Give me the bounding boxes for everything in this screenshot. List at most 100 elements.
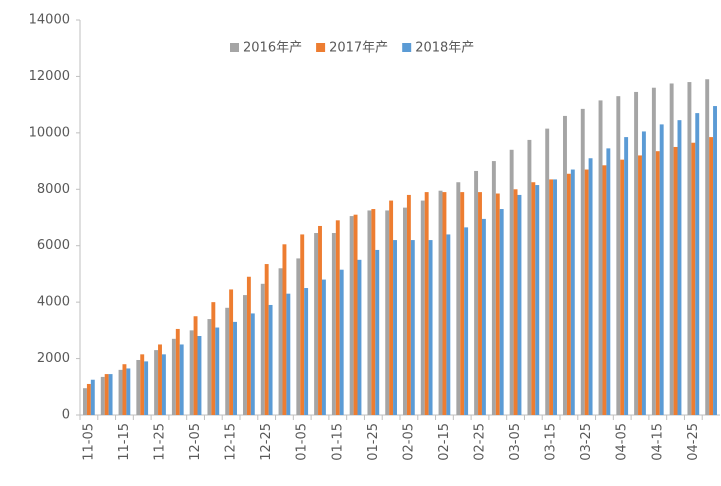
- bar: [375, 249, 380, 415]
- x-tick-label: 04-15: [650, 423, 665, 461]
- bar: [570, 169, 575, 415]
- x-tick-label: 03-25: [579, 423, 594, 461]
- bar: [464, 227, 469, 415]
- bar: [474, 170, 479, 415]
- bar: [108, 374, 113, 415]
- bar: [389, 200, 394, 415]
- x-tick-label: 11-25: [153, 423, 168, 461]
- bar: [260, 283, 265, 415]
- bar: [424, 192, 429, 415]
- bar: [296, 258, 301, 415]
- bar: [175, 328, 180, 415]
- x-tick-label: 02-05: [401, 423, 416, 461]
- bar: [264, 264, 269, 415]
- bar: [638, 155, 642, 415]
- bar: [353, 214, 358, 415]
- bar: [122, 364, 127, 415]
- bar: [616, 96, 621, 415]
- y-tick-label: 12000: [29, 69, 70, 84]
- bar: [300, 234, 305, 415]
- bar: [509, 149, 514, 416]
- x-tick-label: 01-15: [330, 423, 345, 461]
- bar: [641, 131, 646, 416]
- bar: [189, 330, 194, 415]
- y-tick-label: 4000: [37, 295, 70, 310]
- bar: [491, 161, 496, 415]
- bar: [100, 376, 105, 415]
- bar: [83, 388, 87, 415]
- x-tick-label: 04-25: [686, 423, 701, 461]
- bar: [321, 279, 326, 415]
- bar: [673, 146, 678, 415]
- bar: [545, 128, 550, 415]
- bar: [318, 225, 322, 415]
- bar: [229, 289, 234, 415]
- bar: [606, 148, 611, 415]
- bar: [553, 179, 557, 415]
- bar: [442, 192, 447, 415]
- bar: [456, 182, 461, 415]
- bar: [118, 369, 123, 415]
- bar: [282, 244, 287, 415]
- bar: [371, 209, 376, 415]
- bar: [691, 142, 696, 415]
- x-tick-label: 12-05: [188, 423, 203, 461]
- bar: [620, 159, 625, 415]
- legend-label: 2017年产: [329, 41, 388, 56]
- x-tick-label: 01-05: [295, 423, 310, 461]
- bar: [651, 87, 656, 415]
- bar: [243, 295, 247, 415]
- bar: [705, 79, 710, 415]
- bar: [655, 151, 660, 416]
- bar: [598, 100, 603, 416]
- bar: [367, 210, 372, 415]
- bar: [250, 313, 255, 415]
- bar: [207, 319, 212, 415]
- bar: [140, 354, 145, 415]
- bar: [161, 354, 166, 415]
- bar: [584, 169, 589, 415]
- x-tick-label: 01-25: [366, 423, 381, 461]
- bar: [513, 189, 518, 415]
- bar: [268, 304, 273, 415]
- bar: [304, 288, 309, 415]
- bar: [499, 209, 504, 415]
- bar: [126, 368, 131, 415]
- legend-label: 2016年产: [243, 41, 302, 56]
- bar: [104, 374, 109, 415]
- bar: [225, 307, 230, 415]
- bar: [406, 194, 411, 415]
- bar: [531, 182, 536, 415]
- bar: [563, 115, 567, 415]
- x-tick-label: 11-05: [81, 423, 96, 461]
- bar: [478, 192, 482, 415]
- bar: [438, 190, 443, 415]
- bar: [357, 259, 362, 415]
- bar: [314, 233, 319, 415]
- legend-swatch: [230, 43, 239, 52]
- bar: [420, 200, 425, 415]
- bar: [331, 233, 336, 415]
- bar: [709, 137, 714, 415]
- x-tick-label: 04-05: [615, 423, 630, 461]
- x-tick-label: 03-05: [508, 423, 523, 461]
- x-tick-label: 02-15: [437, 423, 452, 461]
- bar: [677, 120, 682, 416]
- y-tick-label: 6000: [37, 238, 70, 253]
- y-tick-label: 10000: [29, 125, 70, 140]
- bar: [602, 165, 607, 415]
- bar: [624, 137, 629, 415]
- legend-swatch: [402, 43, 412, 52]
- bar: [535, 185, 540, 415]
- y-tick-label: 0: [62, 408, 70, 423]
- bar: [393, 240, 397, 415]
- legend-label: 2018年产: [415, 41, 474, 56]
- bar: [179, 344, 184, 415]
- bar: [278, 268, 283, 415]
- x-tick-label: 12-15: [224, 423, 239, 461]
- bar: [695, 113, 700, 415]
- bar: [90, 379, 95, 415]
- bar: [233, 321, 237, 415]
- y-tick-label: 2000: [37, 351, 70, 366]
